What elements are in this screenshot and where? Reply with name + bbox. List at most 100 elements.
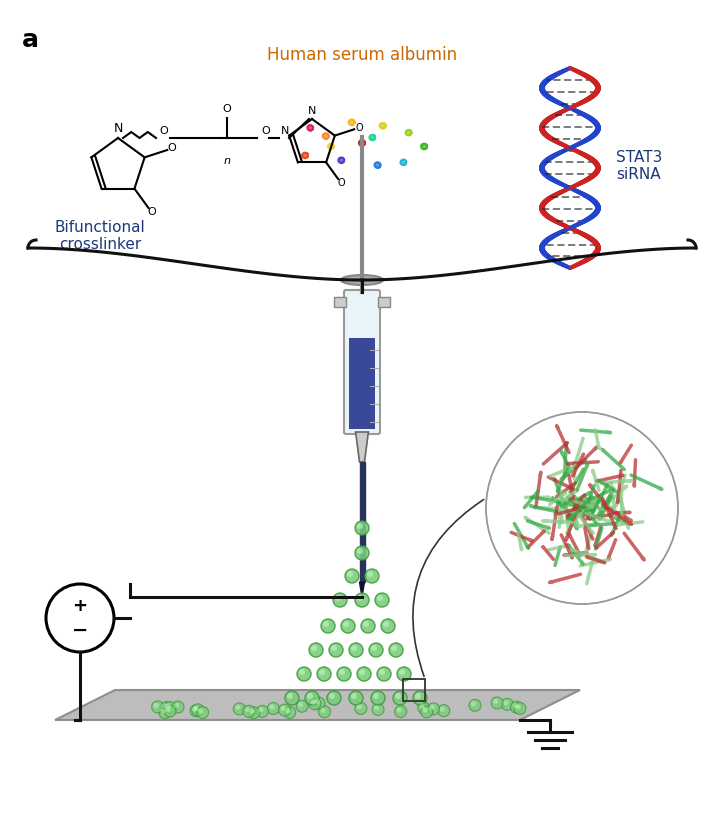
Circle shape (159, 706, 171, 718)
Circle shape (151, 701, 164, 713)
Circle shape (198, 708, 203, 713)
Circle shape (248, 706, 260, 719)
Circle shape (371, 645, 377, 651)
Bar (403, 679, 425, 701)
Circle shape (395, 693, 401, 699)
Circle shape (269, 705, 274, 710)
Circle shape (311, 645, 317, 651)
Circle shape (514, 702, 526, 715)
Circle shape (421, 706, 433, 718)
FancyBboxPatch shape (344, 290, 380, 434)
Circle shape (393, 691, 407, 705)
Circle shape (284, 706, 295, 718)
Circle shape (190, 705, 202, 716)
Circle shape (373, 693, 379, 699)
Circle shape (516, 705, 521, 710)
Circle shape (192, 704, 203, 716)
Ellipse shape (341, 275, 383, 285)
Circle shape (323, 621, 329, 627)
Circle shape (357, 667, 371, 681)
Circle shape (329, 643, 343, 657)
Circle shape (46, 584, 114, 652)
Circle shape (471, 701, 476, 706)
Circle shape (389, 643, 403, 657)
Polygon shape (355, 432, 369, 462)
Circle shape (311, 700, 316, 705)
Bar (349, 338, 375, 429)
Circle shape (503, 701, 508, 706)
Circle shape (355, 546, 369, 560)
Circle shape (309, 698, 321, 710)
Circle shape (321, 708, 326, 713)
Circle shape (351, 645, 357, 651)
Circle shape (281, 706, 285, 711)
Circle shape (309, 643, 323, 657)
Polygon shape (360, 582, 364, 597)
Text: a: a (22, 28, 39, 52)
Circle shape (397, 667, 411, 681)
Circle shape (361, 619, 375, 633)
Circle shape (397, 707, 402, 712)
Circle shape (235, 705, 240, 710)
Circle shape (194, 706, 199, 711)
Circle shape (287, 693, 293, 699)
Circle shape (243, 706, 255, 717)
Circle shape (375, 593, 389, 607)
Circle shape (383, 621, 389, 627)
Circle shape (153, 703, 159, 708)
Circle shape (369, 643, 383, 657)
Circle shape (313, 697, 325, 709)
Text: N: N (114, 122, 122, 135)
Circle shape (357, 523, 363, 529)
Circle shape (245, 707, 250, 712)
Circle shape (319, 669, 325, 675)
Text: N: N (281, 126, 290, 136)
Circle shape (166, 707, 171, 712)
Circle shape (329, 693, 335, 699)
Circle shape (279, 704, 290, 716)
Circle shape (321, 619, 335, 633)
Circle shape (161, 709, 166, 714)
Circle shape (355, 593, 369, 607)
Circle shape (351, 693, 357, 699)
Circle shape (305, 691, 319, 705)
Circle shape (331, 645, 337, 651)
Circle shape (337, 667, 351, 681)
Circle shape (357, 705, 362, 710)
Circle shape (367, 571, 373, 577)
Circle shape (357, 548, 363, 554)
Text: O: O (147, 207, 156, 217)
Circle shape (513, 703, 518, 708)
Circle shape (395, 706, 407, 717)
Circle shape (486, 412, 678, 604)
Circle shape (341, 619, 355, 633)
Circle shape (510, 701, 523, 713)
Polygon shape (55, 690, 580, 720)
Circle shape (501, 698, 513, 711)
Circle shape (357, 595, 363, 601)
Circle shape (399, 669, 405, 675)
Circle shape (438, 705, 450, 716)
Circle shape (359, 669, 365, 675)
Circle shape (164, 701, 176, 713)
Circle shape (377, 595, 383, 601)
Circle shape (197, 706, 209, 718)
Circle shape (365, 569, 379, 583)
Circle shape (256, 706, 269, 717)
Circle shape (381, 619, 395, 633)
Circle shape (174, 703, 179, 708)
Circle shape (372, 703, 384, 716)
Text: O: O (337, 178, 345, 188)
Circle shape (363, 621, 369, 627)
Circle shape (377, 667, 391, 681)
Circle shape (164, 705, 176, 717)
Circle shape (418, 701, 430, 714)
Circle shape (286, 708, 291, 713)
Circle shape (429, 705, 434, 710)
Circle shape (347, 571, 353, 577)
Circle shape (391, 645, 397, 651)
Circle shape (297, 667, 311, 681)
Circle shape (469, 700, 481, 711)
Circle shape (162, 704, 167, 709)
Text: O: O (261, 126, 270, 136)
